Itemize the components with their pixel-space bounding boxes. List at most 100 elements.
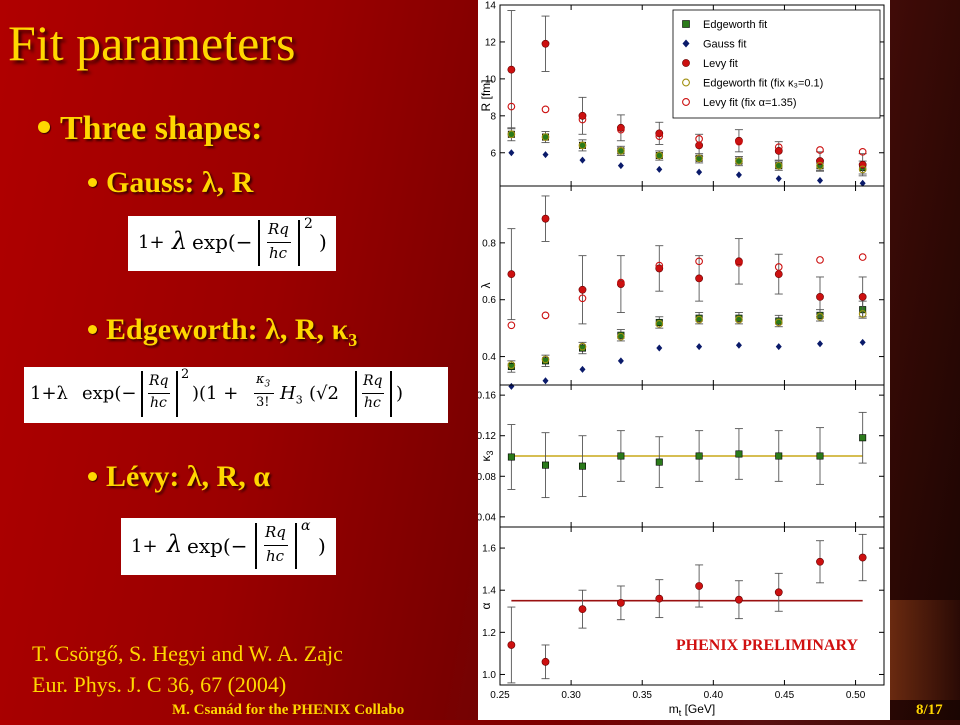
marker-open-circle: [541, 133, 550, 141]
bullet-dot-icon: [38, 121, 50, 134]
panel-frame: [499, 185, 885, 386]
legend-label: Levy fit (fix α=1.35): [703, 97, 796, 109]
x-tick-label: 0.30: [561, 690, 581, 701]
marker-circle: [507, 641, 516, 649]
marker-open-circle: [578, 141, 587, 150]
marker-diamond: [817, 176, 823, 184]
marker-open-circle: [617, 125, 625, 134]
y-axis-label: κ3: [479, 450, 495, 461]
marker-square: [859, 434, 867, 442]
page-number: 8/17: [916, 702, 943, 718]
marker-open-circle: [507, 102, 516, 111]
formula-gauss: 1+ λ exp(− Rq hc 2 ): [128, 216, 336, 271]
marker-open-circle: [507, 361, 516, 369]
marker-open-circle: [695, 135, 703, 143]
marker-square: [578, 462, 586, 470]
marker-open-circle: [774, 143, 783, 152]
marker-open-circle: [858, 147, 867, 156]
reference-authors: T. Csörgő, S. Hegyi and W. A. Zajc: [32, 641, 343, 666]
bullet-dot-icon: [88, 324, 97, 334]
formula-power: 2: [181, 367, 190, 382]
formula-exp: exp(−: [187, 534, 248, 558]
chart-panel: 6 8 10 12 14 R [fm] 0.4 0.6 0.8 λ 0.04 0.08 0.12 0.16…: [477, 0, 890, 720]
marker-circle: [616, 598, 625, 607]
marker-square: [655, 458, 663, 466]
marker-open-circle: [816, 146, 824, 154]
marker-circle: [616, 123, 625, 132]
item-edgeworth: Edgeworth: λ, R, κ3: [88, 313, 357, 351]
item-edgeworth-label: Edgeworth: λ, R, κ: [106, 313, 349, 346]
x-tick-label: 0.50: [846, 690, 866, 701]
y-tick-label: 0.16: [478, 391, 496, 402]
reference-journal: Eur. Phys. J. C 36, 67 (2004): [32, 672, 287, 697]
formula-h3: H: [280, 383, 296, 404]
formula-exp: exp(−: [192, 230, 253, 254]
marker-open-circle: [774, 318, 783, 327]
marker-open-circle: [735, 137, 743, 146]
legend-marker-diamond: [682, 39, 690, 48]
marker-open-circle: [695, 315, 703, 324]
formula-kfrac-den: 3!: [256, 395, 270, 410]
item-edgeworth-sub: 3: [348, 330, 358, 350]
marker-circle: [816, 557, 824, 566]
item-gauss: Gauss: λ, R: [88, 166, 253, 200]
y-tick-label: 6: [490, 148, 496, 159]
formula-levy: 1+ λ exp(− Rq hc α ): [121, 518, 336, 575]
formula-exp: exp(−: [82, 383, 137, 404]
formula-num-2: Rq: [363, 373, 383, 389]
formula-den-2: hc: [364, 395, 381, 411]
formula-kappa-sub: 3: [264, 379, 271, 390]
formula-den: hc: [150, 395, 167, 411]
formula-tail: ): [396, 383, 404, 404]
formula-mid: )(1 +: [192, 383, 239, 404]
marker-open-circle: [617, 332, 625, 341]
formula-power: 2: [304, 216, 313, 232]
y-axis-label: λ: [479, 283, 493, 289]
marker-open-circle: [735, 258, 743, 267]
formula-lead: 1+: [138, 232, 165, 253]
marker-open-circle: [507, 130, 516, 139]
marker-circle: [858, 292, 867, 301]
marker-square: [816, 452, 824, 460]
marker-open-circle: [774, 263, 783, 271]
marker-open-circle: [617, 278, 625, 287]
y-tick-label: 0.8: [482, 238, 496, 249]
formula-lead: 1+: [131, 536, 158, 557]
slide-title: Fit parameters: [8, 15, 296, 71]
marker-open-circle: [695, 257, 703, 266]
marker-circle: [541, 39, 550, 48]
marker-diamond: [775, 175, 782, 183]
item-gauss-label: Gauss: λ, R: [106, 166, 254, 199]
marker-open-circle: [655, 320, 664, 328]
formula-tail: ): [318, 534, 326, 558]
marker-diamond: [859, 338, 866, 346]
item-levy-label: Lévy: λ, R, α: [106, 460, 270, 493]
formula-num: Rq: [268, 220, 289, 238]
y-tick-label: 1.4: [482, 586, 496, 597]
marker-circle: [774, 588, 783, 597]
marker-square: [617, 452, 625, 460]
marker-diamond: [542, 151, 549, 159]
marker-circle: [695, 582, 704, 590]
bullet-text: Three shapes:: [60, 110, 263, 147]
x-axis-label: mt [GeV]: [669, 702, 716, 718]
marker-square: [542, 461, 550, 469]
marker-diamond: [735, 171, 742, 179]
marker-open-circle: [655, 261, 664, 270]
y-tick-label: 1.6: [482, 544, 496, 555]
marker-open-circle: [816, 161, 824, 170]
y-tick-label: 0.6: [482, 295, 496, 306]
formula-lambda: λ: [167, 530, 183, 558]
marker-diamond: [775, 343, 782, 351]
footer-text: M. Csanád for the PHENIX Collabo: [172, 702, 405, 718]
marker-open-circle: [578, 115, 587, 124]
marker-square: [695, 452, 703, 460]
marker-circle: [816, 292, 824, 301]
legend-label: Gauss fit: [703, 39, 746, 51]
marker-diamond: [579, 156, 586, 164]
legend-label: Levy fit: [703, 58, 738, 70]
formula-lambda: λ: [172, 227, 188, 255]
legend-marker-circle: [682, 59, 690, 67]
marker-diamond: [579, 365, 586, 373]
decor-strip: [890, 600, 960, 700]
